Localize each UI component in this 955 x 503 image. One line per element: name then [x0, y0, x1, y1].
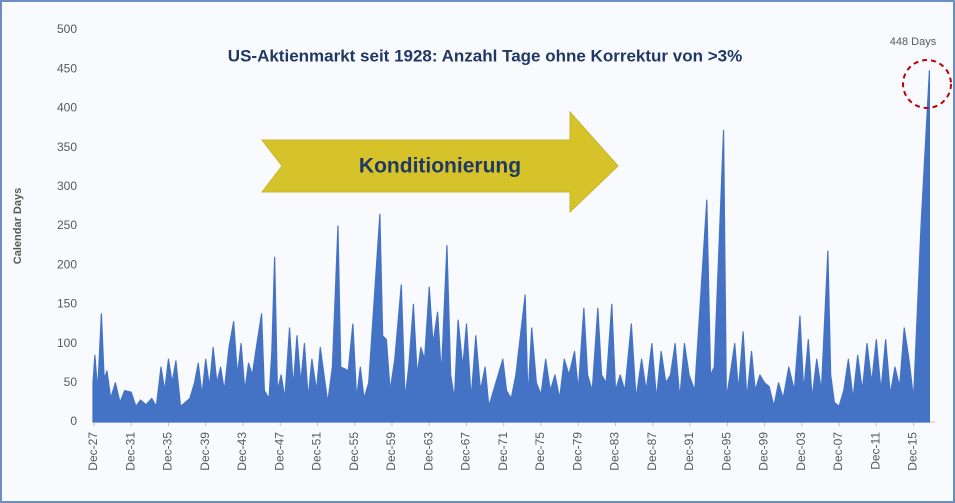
x-tick-label: Dec-51 [310, 432, 324, 471]
x-tick-label: Dec-83 [608, 432, 622, 471]
arrow-label: Konditionierung [359, 155, 521, 178]
y-tick-label: 150 [57, 297, 77, 311]
x-tick-label: Dec-35 [161, 432, 175, 471]
x-tick-label: Dec-71 [496, 432, 510, 471]
y-tick-label: 200 [57, 257, 77, 271]
peak-circle [902, 59, 952, 109]
x-tick-label: Dec-27 [86, 432, 100, 471]
y-tick-label: 100 [57, 336, 77, 350]
y-tick-label: 350 [57, 140, 77, 154]
y-axis-label: Calendar Days [12, 188, 24, 264]
x-tick-label: Dec-75 [533, 432, 547, 471]
arrow [260, 110, 619, 214]
y-tick-label: 250 [57, 218, 77, 232]
y-tick-label: 450 [57, 61, 77, 75]
x-tick-label: Dec-03 [794, 432, 808, 471]
x-tick-label: Dec-79 [570, 432, 584, 471]
x-tick-label: Dec-15 [906, 432, 920, 471]
x-tick-label: Dec-87 [645, 432, 659, 471]
y-tick-label: 50 [64, 375, 78, 389]
x-tick-label: Dec-99 [757, 432, 771, 471]
area [92, 70, 931, 423]
x-tick-label: Dec-43 [235, 432, 249, 471]
y-tick-label: 400 [57, 101, 77, 115]
y-tick-label: 500 [57, 22, 77, 36]
y-tick-label: 0 [70, 414, 77, 428]
x-tick-label: Dec-39 [198, 432, 212, 471]
x-tick-label: Dec-31 [123, 432, 137, 471]
x-tick-label: Dec-67 [459, 432, 473, 471]
x-tick-label: Dec-95 [719, 432, 733, 471]
x-tick-label: Dec-47 [272, 432, 286, 471]
peak-label: 448 Days [890, 36, 937, 48]
x-tick-label: Dec-63 [421, 432, 435, 471]
x-tick-label: Dec-11 [868, 432, 882, 470]
chart-title: US-Aktienmarkt seit 1928: Anzahl Tage oh… [228, 46, 742, 65]
x-tick-label: Dec-07 [831, 432, 845, 471]
x-tick-label: Dec-59 [384, 432, 398, 471]
x-tick-label: Dec-91 [682, 432, 696, 471]
y-tick-label: 300 [57, 179, 77, 193]
x-tick-label: Dec-55 [347, 432, 361, 471]
plot-area: 0 50 100 150 200 250 300 350 400 450 500 Dec-27 Dec-… [57, 22, 935, 471]
